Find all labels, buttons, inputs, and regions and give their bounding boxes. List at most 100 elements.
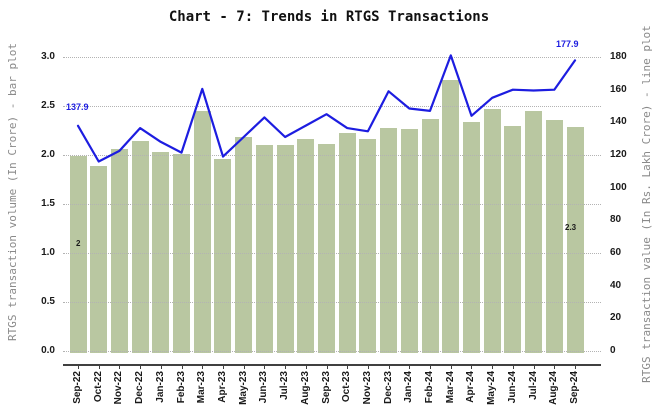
- x-axis-tick: [160, 364, 162, 369]
- bar-Feb-24: [421, 118, 439, 353]
- x-axis-tick: [98, 364, 100, 369]
- x-axis-label-Aug-23: Aug-23: [299, 371, 311, 405]
- bar-Oct-23: [338, 133, 356, 353]
- x-axis-label-Sep-24: Sep-24: [569, 371, 580, 404]
- right-axis-label: RTGS transaction value (In Rs. Lakh Cror…: [640, 25, 653, 383]
- y-axis-tick-right: 60: [610, 247, 622, 258]
- y-axis-tick-left: 0.0: [41, 345, 55, 356]
- bar-Jun-23: [255, 145, 273, 353]
- y-axis-tick-left: 0.5: [41, 296, 55, 307]
- y-axis-tick-right: 80: [610, 214, 622, 226]
- bar-Nov-23: [359, 139, 377, 353]
- x-axis-tick: [492, 364, 494, 369]
- x-axis-tick: [575, 364, 576, 369]
- x-axis-label-Jun-24: Jun-24: [506, 371, 518, 404]
- x-axis-tick: [285, 364, 287, 369]
- y-axis-tick-left: 2.5: [41, 100, 55, 111]
- gridline: [63, 204, 601, 205]
- bar-Aug-24: [545, 119, 563, 353]
- y-axis-tick-right: 140: [610, 116, 627, 128]
- x-axis-label-Apr-24: Apr-24: [465, 371, 477, 403]
- x-axis-tick: [222, 364, 224, 369]
- x-axis-tick: [367, 364, 369, 369]
- bar-Sep-22: [69, 156, 87, 353]
- x-axis-label-Jun-23: Jun-23: [258, 371, 270, 404]
- x-axis-tick: [140, 364, 142, 369]
- y-axis-tick-right: 20: [610, 312, 622, 324]
- x-axis-label-Oct-22: Oct-22: [92, 371, 104, 403]
- x-axis-tick: [533, 364, 535, 369]
- annotation-bar-first: 2: [76, 239, 81, 248]
- x-axis-tick: [450, 364, 452, 369]
- x-axis-label-Sep-23: Sep-23: [320, 371, 332, 404]
- bar-Dec-23: [380, 127, 398, 353]
- x-axis-label-Jan-23: Jan-23: [154, 371, 166, 403]
- x-axis-label-Jul-24: Jul-24: [527, 371, 539, 400]
- x-axis-tick: [430, 364, 432, 369]
- x-axis-tick: [119, 364, 121, 369]
- x-axis-label-Apr-23: Apr-23: [216, 371, 228, 403]
- gridline: [63, 302, 601, 303]
- gridline: [63, 253, 601, 254]
- x-axis-tick: [409, 364, 411, 369]
- x-axis-tick: [326, 364, 328, 369]
- annotation-line-first: 137.9: [66, 102, 89, 112]
- bar-Apr-24: [462, 121, 480, 353]
- x-axis-tick: [388, 364, 390, 369]
- y-axis-tick-left: 2.0: [41, 149, 55, 160]
- bar-Nov-22: [110, 149, 128, 353]
- x-axis-tick: [471, 364, 473, 369]
- y-axis-tick-right: 120: [610, 149, 627, 160]
- bar-Jul-24: [525, 110, 543, 353]
- x-axis-label-May-24: May-24: [486, 371, 498, 405]
- bar-Oct-22: [90, 165, 108, 353]
- x-axis-label-Nov-23: Nov-23: [361, 371, 373, 405]
- x-axis-label-May-23: May-23: [237, 371, 249, 405]
- gridline: [63, 57, 601, 58]
- x-axis-label-Oct-23: Oct-23: [341, 371, 353, 403]
- y-axis-tick-right: 40: [610, 279, 622, 291]
- gridline: [63, 351, 601, 352]
- bar-Aug-23: [297, 139, 315, 353]
- x-axis-label-Nov-22: Nov-22: [113, 371, 125, 405]
- bar-Dec-22: [131, 141, 149, 353]
- bar-Jun-24: [504, 125, 522, 353]
- x-axis-label-Mar-24: Mar-24: [444, 371, 456, 404]
- x-axis-tick: [264, 364, 266, 369]
- y-axis-tick-left: 1.0: [41, 247, 55, 258]
- x-axis-label-Sep-22: Sep-22: [72, 371, 83, 404]
- gridline: [63, 155, 601, 156]
- bar-May-23: [235, 137, 253, 353]
- bar-Apr-23: [214, 158, 232, 353]
- x-axis-tick: [347, 364, 349, 369]
- x-axis-spine: [63, 364, 601, 366]
- x-axis-tick: [554, 364, 556, 369]
- y-axis-tick-right: 160: [610, 83, 627, 95]
- x-axis-label-Feb-23: Feb-23: [175, 371, 187, 404]
- x-axis-tick: [512, 364, 514, 369]
- bar-Sep-23: [318, 144, 335, 353]
- y-axis-tick-left: 1.5: [41, 198, 55, 209]
- x-axis-label-Jul-23: Jul-23: [279, 371, 291, 400]
- left-axis-label: RTGS transaction volume (In Crore) - bar…: [6, 43, 19, 342]
- x-axis-label-Mar-23: Mar-23: [196, 371, 208, 404]
- annotation-bar-last: 2.3: [565, 223, 577, 232]
- chart-title: Chart - 7: Trends in RTGS Transactions: [168, 9, 490, 25]
- bar-Mar-24: [442, 79, 460, 353]
- x-axis-label-Dec-22: Dec-22: [134, 371, 146, 404]
- y-axis-tick-right: 100: [610, 181, 627, 193]
- x-axis-label-Jan-24: Jan-24: [403, 371, 415, 403]
- annotation-line-last: 177.9: [556, 39, 579, 49]
- x-axis-label-Feb-24: Feb-24: [424, 371, 436, 404]
- bar-Jul-23: [276, 145, 294, 353]
- y-axis-tick-right: 0: [610, 345, 616, 356]
- bar-Mar-23: [193, 110, 211, 353]
- x-axis-label-Dec-23: Dec-23: [382, 371, 394, 404]
- bar-May-24: [483, 108, 501, 353]
- x-axis-tick: [305, 364, 307, 369]
- bar-Sep-24: [566, 126, 584, 353]
- x-axis-tick: [181, 364, 183, 369]
- x-axis-tick: [243, 364, 245, 369]
- y-axis-tick-left: 3.0: [41, 51, 55, 62]
